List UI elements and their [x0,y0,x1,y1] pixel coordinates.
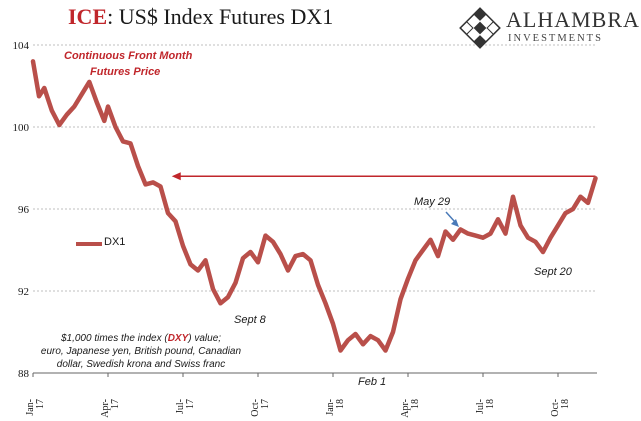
diamond-lattice-icon [459,7,501,49]
x-tick-label-bottom-7: 18 [560,399,571,409]
legend-swatch-dx1 [76,242,102,246]
footnote: $1,000 times the index (DXY) value; euro… [36,332,246,371]
x-tick-label-bottom-3: 17 [260,399,271,409]
y-tick-label-88: 88 [18,368,30,380]
annotation-sept20: Sept 20 [534,266,572,278]
x-tick-label-bottom-6: 18 [485,399,496,409]
y-tick-label-92: 92 [18,286,29,298]
annotation-may29: May 29 [414,196,451,208]
x-tick-label-top-4: Jan- [325,399,336,416]
x-tick-label-7: Oct- 18 [550,399,571,417]
title-rest: : US$ Index Futures DX1 [107,4,334,29]
x-tick-label-top-0: Jan- [25,399,36,416]
chart-title: ICE: US$ Index Futures DX1 [68,4,333,30]
brand-name: ALHAMBRA [506,7,640,32]
title-prefix: ICE [68,4,108,29]
x-tick-label-top-1: Apr- [100,399,111,418]
x-tick-label-2: Jul- 17 [175,399,196,414]
x-tick-label-4: Jan- 18 [325,399,346,416]
y-axis-ticks: 88 92 96 100 104 [13,40,30,380]
x-tick-label-3: Oct- 17 [250,399,271,417]
annotation-continuous-line2: Futures Price [90,66,161,78]
footnote-line1-post: ) value; [188,333,222,344]
annotation-continuous-line1: Continuous Front Month [64,50,193,62]
annotation-feb1: Feb 1 [358,376,387,388]
legend-label-dx1: DX1 [104,236,126,248]
y-tick-label-96: 96 [18,204,30,216]
x-tick-label-bottom-5: 18 [410,399,421,409]
annotation-sept8: Sept 8 [234,314,266,326]
x-tick-label-bottom-4: 18 [335,399,346,409]
x-tick-label-bottom-0: 17 [35,399,46,409]
footnote-line1-red: DXY [167,333,189,344]
x-tick-label-0: Jan- 17 [25,399,46,416]
x-tick-label-top-6: Jul- [475,399,486,414]
brand-sub: INVESTMENTS [508,33,603,44]
x-tick-label-5: Apr- 18 [400,399,421,418]
x-tick-label-top-2: Jul- [175,399,186,414]
x-tick-label-bottom-2: 17 [185,399,196,409]
x-tick-label-6: Jul- 18 [475,399,496,414]
grid-lines [33,44,597,292]
series-line-dx1 [30,59,598,353]
reference-arrow-head [171,172,181,181]
may29-arrow-head [451,219,459,227]
x-tick-label-bottom-1: 17 [110,399,121,409]
footnote-line3: dollar, Swedish krona and Swiss franc [56,359,226,370]
x-tick-label-1: Apr- 17 [100,399,121,418]
x-tick-label-top-7: Oct- [550,399,561,417]
y-tick-label-100: 100 [13,122,30,134]
footnote-line2: euro, Japanese yen, British pound, Canad… [40,346,242,357]
brand-logo: ALHAMBRA INVESTMENTS [458,4,640,54]
x-tick-label-top-3: Oct- [250,399,261,417]
y-tick-label-104: 104 [13,40,30,52]
footnote-line1-pre: $1,000 times the index ( [60,333,168,344]
may29-arrow-line [445,211,456,223]
x-tick-label-top-5: Apr- [400,399,411,418]
x-axis-ticks: Jan- 17 Apr- 17 Jul- 17 Oct- 17 Jan- 18 Apr- 18 Jul-… [25,373,571,418]
